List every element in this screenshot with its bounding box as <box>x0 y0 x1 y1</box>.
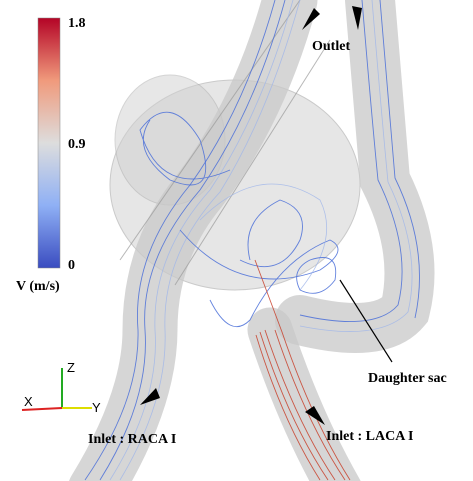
axis-triad: Z X Y <box>22 360 101 415</box>
annotation: Outlet <box>312 39 350 54</box>
colorbar-tick: 1.8 <box>68 16 86 31</box>
colorbar-label: V (m/s) <box>16 279 60 294</box>
visualization: 1.8 0.9 0 V (m/s) Outlet Daughter sac In… <box>0 0 473 481</box>
annotation: Inlet : LACA I <box>326 429 414 444</box>
axis-label: Y <box>92 400 101 415</box>
colorbar-tick: 0 <box>68 258 75 273</box>
annotation: Daughter sac <box>368 371 447 386</box>
geometry <box>95 0 410 481</box>
axis-label: Z <box>67 360 75 375</box>
colorbar <box>38 18 60 268</box>
axis-label: X <box>24 394 33 409</box>
colorbar-tick: 0.9 <box>68 137 86 152</box>
annotation: Inlet : RACA I <box>88 432 176 447</box>
laca-vessel <box>270 330 340 481</box>
